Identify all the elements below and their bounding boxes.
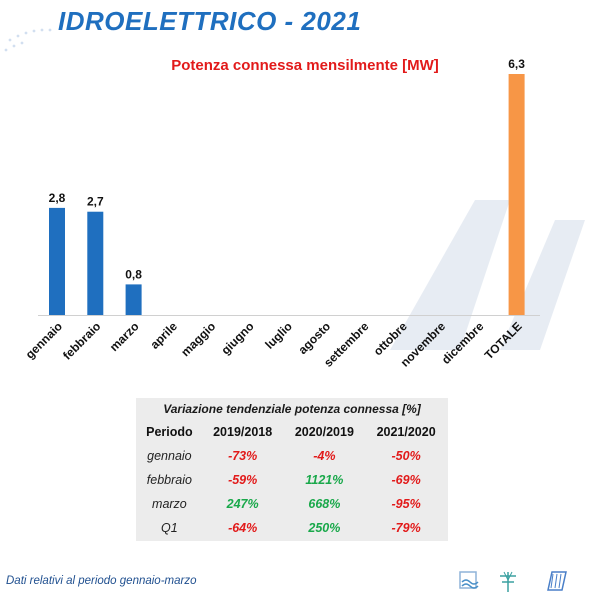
table-value-cell: -73% (202, 445, 283, 467)
table-header-row: Periodo 2019/2018 2020/2019 2021/2020 (138, 421, 446, 443)
bar (87, 211, 104, 315)
table-value-cell: -4% (284, 445, 365, 467)
table-header-cell: 2020/2019 (284, 421, 365, 443)
x-tick-label: agosto (296, 319, 334, 357)
table-header-cell: 2019/2018 (202, 421, 283, 443)
table-header-cell: Periodo (138, 421, 201, 443)
table-value-cell: -95% (366, 493, 446, 515)
x-tick-label: maggio (178, 319, 218, 359)
x-tick-label: dicembre (439, 319, 487, 367)
table-header-cell: 2021/2020 (366, 421, 446, 443)
table-period-cell: marzo (138, 493, 201, 515)
table-value-cell: -69% (366, 469, 446, 491)
table-value-cell: 247% (202, 493, 283, 515)
chart-title: Potenza connessa mensilmente [MW] (171, 57, 439, 74)
x-tick-label: giugno (218, 319, 256, 357)
table-row: Q1 -64% 250% -79% (138, 517, 446, 539)
table-period-cell: Q1 (138, 517, 201, 539)
table-value-cell: 250% (284, 517, 365, 539)
footnote: Dati relativi al periodo gennaio-marzo (6, 575, 197, 587)
table-value-cell: -50% (366, 445, 446, 467)
x-tick-label: gennaio (23, 319, 65, 361)
data-label: 2,8 (49, 191, 66, 205)
bar-total (508, 74, 525, 315)
variation-table: Periodo 2019/2018 2020/2019 2021/2020 ge… (136, 419, 448, 541)
logo-strip (459, 571, 567, 592)
x-tick-label: marzo (107, 319, 142, 354)
table-value-cell: 668% (284, 493, 365, 515)
table-row: febbraio -59% 1121% -69% (138, 469, 446, 491)
table-period-cell: gennaio (138, 445, 201, 467)
table-row: marzo 247% 668% -95% (138, 493, 446, 515)
x-tick-label: TOTALE (482, 319, 525, 362)
table-row: gennaio -73% -4% -50% (138, 445, 446, 467)
page-title: IDROELETTRICO - 2021 (58, 6, 362, 36)
data-label: 0,8 (125, 267, 142, 281)
table-value-cell: 1121% (284, 469, 365, 491)
x-tick-label: luglio (262, 319, 295, 352)
data-label: 2,7 (87, 195, 104, 209)
table-value-cell: -59% (202, 469, 283, 491)
table-value-cell: -79% (366, 517, 446, 539)
variation-table-panel: Variazione tendenziale potenza connessa … (136, 398, 448, 541)
wind-logo-icon (500, 571, 516, 592)
decorative-dots (4, 28, 52, 52)
x-tick-label: aprile (147, 319, 180, 352)
data-label: 6,3 (508, 57, 525, 71)
table-period-cell: febbraio (138, 469, 201, 491)
bar (49, 207, 65, 315)
table-caption: Variazione tendenziale potenza connessa … (163, 402, 421, 416)
table-value-cell: -64% (202, 517, 283, 539)
bar (125, 284, 142, 315)
bar-chart: 2,8 gennaio 2,7 febbraio 0,8 marzo aprilemaggi… (23, 57, 540, 370)
solar-logo-icon (547, 571, 567, 591)
hydro-logo-icon (459, 571, 479, 589)
x-tick-label: febbraio (60, 319, 103, 362)
